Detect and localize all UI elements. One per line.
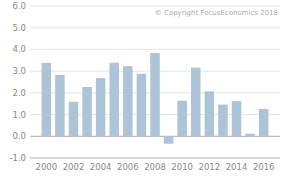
bar — [164, 136, 174, 143]
bar — [109, 63, 119, 137]
x-axis: 2000 2002 2004 2006 2008 2010 2012 2014 2016 — [35, 162, 274, 172]
y-tick-label: 4.0 — [12, 44, 26, 54]
bar — [245, 134, 255, 137]
x-axis-line — [30, 158, 280, 159]
x-tick-label: 2002 — [63, 162, 85, 172]
bar — [177, 101, 187, 137]
x-tick-label: 2008 — [144, 162, 166, 172]
grid-line — [30, 27, 280, 28]
grid — [30, 6, 280, 158]
bar — [191, 68, 201, 137]
y-tick-label: 6.0 — [12, 1, 26, 11]
bar — [205, 91, 215, 136]
x-tick-label: 2016 — [253, 162, 275, 172]
bar — [259, 109, 269, 136]
y-axis: -1.0 0.0 1.0 2.0 3.0 4.0 5.0 6.0 — [9, 1, 26, 163]
bar — [137, 74, 147, 137]
bar — [218, 105, 228, 137]
bars — [42, 53, 269, 144]
y-tick-label: 0.0 — [12, 131, 26, 141]
x-tick-label: 2014 — [226, 162, 248, 172]
chart: -1.00.01.02.03.04.05.06.0200020022004200… — [0, 0, 286, 176]
y-tick-label: 3.0 — [12, 66, 26, 76]
grid-line — [30, 6, 280, 7]
bar — [123, 66, 133, 136]
y-tick-label: 5.0 — [12, 23, 26, 33]
annotation: © Copyright FocusEconomics 2018 — [155, 9, 278, 17]
bar — [150, 53, 160, 136]
y-tick-label: 1.0 — [12, 110, 26, 120]
bar — [82, 87, 92, 136]
y-tick-label: -1.0 — [9, 153, 26, 163]
bar — [42, 63, 52, 136]
x-tick-label: 2012 — [199, 162, 221, 172]
x-tick-label: 2010 — [171, 162, 193, 172]
x-tick-label: 2004 — [90, 162, 112, 172]
x-tick-label: 2006 — [117, 162, 139, 172]
bar — [55, 75, 65, 136]
grid-line — [30, 49, 280, 50]
grid-line — [30, 158, 280, 159]
bar — [96, 78, 106, 136]
x-tick-label: 2000 — [35, 162, 57, 172]
y-tick-label: 2.0 — [12, 88, 26, 98]
bar — [232, 101, 242, 136]
bar — [69, 102, 79, 137]
